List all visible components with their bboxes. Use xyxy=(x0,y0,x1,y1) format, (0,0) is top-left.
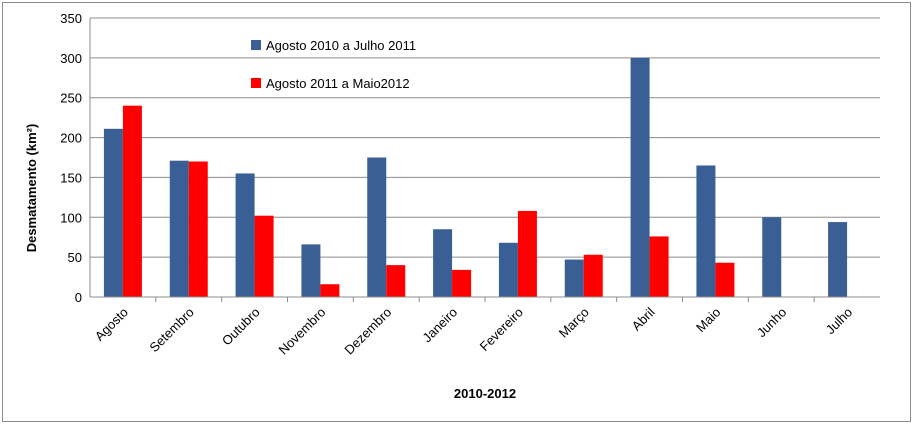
bar-series2-outubro xyxy=(254,215,274,297)
bars xyxy=(103,57,848,297)
bar-series1-junho xyxy=(762,217,782,297)
legend-swatch-series-1 xyxy=(251,40,261,50)
x-tick-label: Fevereiro xyxy=(477,305,526,354)
chart-frame xyxy=(2,2,911,422)
y-tick-label: 50 xyxy=(68,250,82,265)
x-tick-label: Outubro xyxy=(219,305,263,349)
bar-series1-setembro xyxy=(169,160,189,297)
bar-series1-dezembro xyxy=(367,157,387,297)
bar-series1-outubro xyxy=(235,173,255,297)
legend-label-series-2: Agosto 2011 a Maio2012 xyxy=(266,76,410,91)
bar-series2-fevereiro xyxy=(517,210,537,297)
bar-series1-abril xyxy=(630,57,650,297)
x-tick-label: Maio xyxy=(693,305,724,336)
bar-series1-julho xyxy=(828,222,848,297)
bar-series2-dezembro xyxy=(386,265,406,297)
bar-series2-setembro xyxy=(188,161,208,297)
x-tick-label: Janeiro xyxy=(419,305,460,346)
x-tick-label: Novembro xyxy=(276,305,329,358)
gridlines xyxy=(90,17,880,258)
x-tick-label: Dezembro xyxy=(341,305,394,358)
x-tick-label: Setembro xyxy=(146,305,196,355)
legend-swatch-series-2 xyxy=(251,78,261,88)
bar-series1-maio xyxy=(696,165,716,297)
x-tick-labels: Agosto Setembro Outubro Novembro Dezembro Jan… xyxy=(92,304,855,357)
y-tick-label: 150 xyxy=(60,170,82,185)
legend-label-series-1: Agosto 2010 a Julho 2011 xyxy=(266,38,416,53)
axes xyxy=(89,18,880,302)
y-tick-label: 200 xyxy=(60,131,82,146)
y-tick-label: 300 xyxy=(60,51,82,66)
bar-series2-abril xyxy=(649,236,669,297)
bar-series2-janeiro xyxy=(452,269,472,297)
y-tick-label: 0 xyxy=(75,290,82,305)
x-tick-label: Abril xyxy=(629,304,658,333)
y-tick-label: 100 xyxy=(60,210,82,225)
x-tick-label: Julho xyxy=(823,305,856,338)
y-tick-label: 350 xyxy=(60,11,82,26)
x-axis-title: 2010-2012 xyxy=(454,386,516,401)
x-tick-label: Junho xyxy=(754,305,790,341)
legend: Agosto 2010 a Julho 2011 Agosto 2011 a M… xyxy=(251,38,416,91)
bar-series1-agosto xyxy=(103,128,123,297)
bar-series1-fevereiro xyxy=(498,242,518,297)
bar-series2-maio xyxy=(715,262,735,297)
x-tick-label: Março xyxy=(556,305,592,341)
bar-series2-novembro xyxy=(320,284,340,297)
y-axis-title: Desmatamento (km²) xyxy=(24,124,39,253)
bar-series1-novembro xyxy=(301,244,321,297)
bar-series1-março xyxy=(564,259,584,297)
bar-series2-março xyxy=(583,254,603,297)
y-tick-label: 250 xyxy=(60,91,82,106)
bar-series1-janeiro xyxy=(433,229,453,297)
y-tick-labels: 0 50 100 150 200 250 300 350 xyxy=(60,11,82,305)
x-tick-label: Agosto xyxy=(92,305,131,344)
bar-series2-agosto xyxy=(122,105,142,297)
